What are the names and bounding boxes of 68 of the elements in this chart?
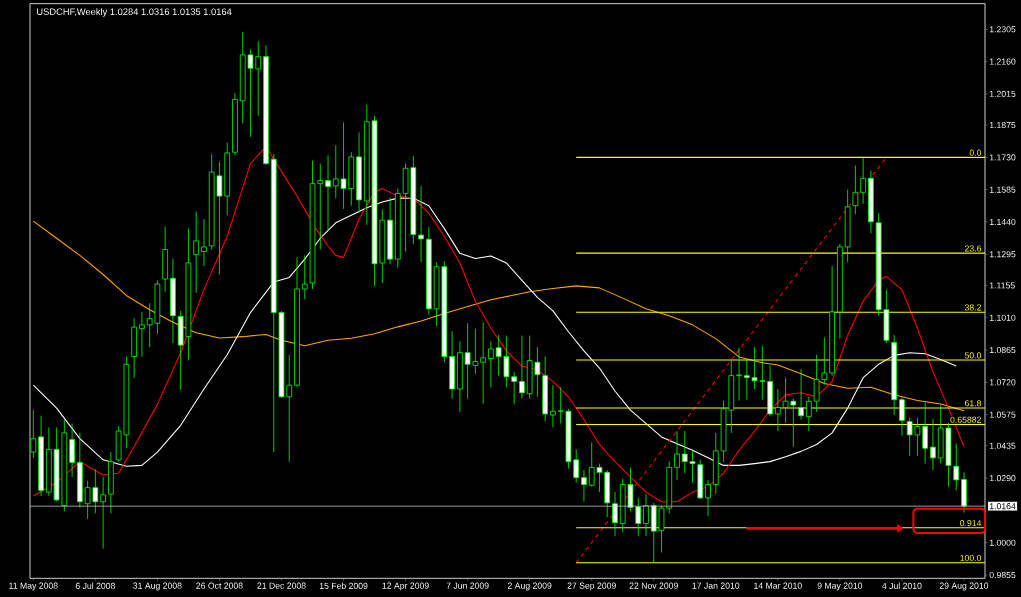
candlestick [193, 211, 200, 294]
y-tick-label: 1.0865 [989, 346, 1016, 354]
candlestick [930, 418, 936, 471]
annotation: 0.914 [960, 520, 982, 527]
x-tick-label: 14 Mar 2010 [754, 582, 802, 589]
x-tick-label: 7 Jun 2009 [446, 582, 489, 589]
candlestick [852, 165, 859, 215]
y-tick-label: 1.0575 [989, 411, 1016, 418]
candlestick [201, 218, 207, 267]
y-tick-label: 1.0435 [989, 442, 1016, 449]
y-tick-label: 1.2160 [989, 58, 1016, 65]
candlestick [774, 388, 781, 432]
annotation: 23.6 [964, 245, 982, 252]
y-tick-label: 1.0290 [989, 475, 1016, 482]
candlestick [511, 371, 517, 405]
candlestick [139, 311, 145, 357]
candlestick [953, 442, 960, 491]
candlestick [798, 368, 804, 420]
x-tick-label: 4 Jul 2010 [882, 582, 922, 589]
x-tick-label: 17 Jan 2010 [692, 582, 740, 589]
y-tick-label: 1.0000 [989, 539, 1016, 546]
candlestick [30, 409, 37, 459]
y-tick-label: 1.2015 [989, 90, 1016, 97]
candlestick [550, 384, 556, 428]
candlestick [736, 347, 742, 401]
candlestick [100, 476, 106, 549]
annotation: 0.0 [969, 149, 982, 156]
annotation: 50.0 [964, 352, 982, 359]
x-tick-label: 27 Sep 2009 [567, 582, 616, 591]
annotation: 100.0 [960, 555, 982, 562]
y-tick-label: 0.9855 [989, 571, 1016, 579]
y-tick-label: 1.0720 [989, 379, 1016, 386]
y-tick-label: 1.1155 [989, 282, 1015, 289]
candlestick [806, 396, 812, 432]
y-tick-label: 1.1440 [989, 218, 1016, 226]
line-series [32, 220, 965, 412]
candlestick [860, 157, 866, 205]
x-tick-label: 31 Aug 2008 [133, 582, 182, 591]
annotation: 38.2 [964, 304, 981, 311]
candlestick [480, 321, 486, 405]
candlestick [899, 396, 905, 436]
ref-line-label: 1.0164 [989, 503, 1016, 510]
y-tick-label: 1.1585 [989, 186, 1016, 193]
annotation: 61.8 [964, 400, 982, 407]
x-tick-label: 15 Feb 2009 [319, 582, 368, 589]
x-tick-label: 2 Aug 2009 [507, 582, 552, 591]
x-tick-label: 6 Jul 2008 [75, 582, 115, 589]
x-tick-label: 9 May 2010 [817, 582, 863, 591]
chart-title: USDCHF,Weekly 1.0284 1.0316 1.0135 1.0164 [37, 8, 232, 17]
y-tick-label: 1.1875 [989, 122, 1016, 129]
annotation: 0.65882 [950, 416, 981, 423]
y-tick-label: 1.1295 [989, 251, 1016, 258]
candlestick [488, 340, 494, 388]
x-tick-label: 29 Aug 2010 [939, 582, 989, 591]
candlestick [705, 479, 711, 517]
candlestick [674, 430, 680, 481]
x-tick-label: 26 Oct 2008 [196, 582, 243, 589]
y-tick-label: 1.1010 [989, 314, 1016, 321]
candlestick [643, 493, 649, 537]
candlestick [519, 335, 525, 399]
x-tick-label: 12 Apr 2009 [382, 582, 429, 591]
candlestick [612, 491, 618, 537]
x-tick-label: 22 Nov 2009 [629, 582, 678, 589]
x-tick-label: 21 Dec 2008 [257, 582, 306, 589]
y-tick-label: 1.2305 [989, 26, 1016, 33]
x-tick-label: 11 May 2008 [9, 582, 58, 591]
candlestick [581, 469, 587, 503]
y-tick-label: 1.1730 [989, 154, 1016, 161]
